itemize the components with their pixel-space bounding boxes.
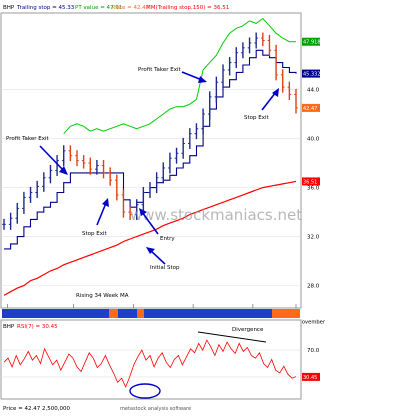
rsi-value-tag-label: 30.45	[303, 375, 317, 381]
annotation-stop-exit-2: Stop Exit	[244, 115, 270, 121]
arrow-profit-taker-exit-2	[181, 71, 203, 81]
ma-series	[3, 180, 297, 296]
chart-header-pt-value: PT value = 47.91	[75, 5, 122, 11]
rsi-y-tick-label: 70.0	[307, 348, 320, 354]
arrowhead-initial-stop	[146, 247, 155, 254]
price-tag-label: 42.47	[303, 106, 317, 112]
phase-blue-2	[118, 309, 137, 318]
price-y-tick-label: 28.0	[307, 284, 320, 290]
rsi-panel	[0, 319, 302, 400]
phase-orange-3	[272, 309, 300, 318]
chart-header-mm-stop: MM(Trailing stop,150) = 36.51	[146, 5, 229, 11]
chart-header-price: Price = 42.47	[112, 5, 150, 11]
footer-credit: metastock analysis software	[120, 406, 191, 412]
price-grid	[1, 89, 301, 286]
phase-strip	[2, 309, 300, 318]
arrow-stop-exit-2	[261, 91, 277, 111]
phase-orange-2	[137, 309, 144, 318]
annotation-profit-taker-exit-1: Profit Taker Exit	[6, 136, 50, 142]
rsi-line	[3, 339, 297, 388]
phase-orange-1	[109, 309, 118, 318]
phase-blue-3	[144, 309, 272, 318]
annotation-stop-exit-1: Stop Exit	[82, 231, 108, 237]
price-tags: 47.9188 45.3328 42.47 36.51	[302, 37, 324, 186]
price-tag-label: 47.9188	[303, 40, 324, 46]
rsi-value-tag	[302, 372, 320, 381]
price-tag-label: 36.51	[303, 179, 317, 185]
phase-blue-1	[2, 309, 109, 318]
profit-target-line	[63, 17, 296, 135]
arrowhead-profit-taker-exit-1	[59, 166, 68, 175]
annotation-divergence: Divergence	[232, 327, 264, 333]
rsi-series	[3, 339, 297, 388]
price-y-tick-label: 40.0	[307, 137, 320, 143]
price-y-axis: 28.0 32.0 36.0 40.0 44.0	[307, 88, 320, 290]
price-panel	[0, 12, 302, 309]
price-y-tick-label: 32.0	[307, 235, 320, 241]
rsi-y-axis: 70.0 30.45	[302, 348, 320, 381]
arrowhead-stop-exit-1	[102, 198, 109, 207]
annotation-arrows	[39, 71, 279, 265]
annotation-rising-ma: Rising 34 Week MA	[76, 293, 129, 299]
arrowhead-profit-taker-exit-2	[198, 76, 207, 83]
annotations: Profit Taker Exit Profit Taker Exit Stop…	[6, 67, 270, 299]
divergence-line	[197, 331, 267, 343]
arrowhead-entry	[139, 208, 147, 216]
profit-target-series	[63, 17, 296, 135]
price-y-tick-label: 44.0	[307, 88, 320, 94]
rsi-header-ticker: BHP	[3, 324, 15, 330]
arrow-profit-taker-exit-1	[39, 145, 65, 172]
watermark: www.stockmaniacs.net	[130, 206, 302, 224]
annotation-entry: Entry	[160, 236, 175, 242]
arrow-entry	[141, 211, 159, 235]
price-tag	[302, 37, 320, 46]
rsi-grid	[1, 349, 301, 378]
chart-header-trailing-stop: Trailing stop = 45.33	[16, 5, 75, 11]
arrowhead-stop-exit-2	[272, 88, 279, 97]
chart-header-ticker: BHP	[3, 5, 15, 11]
annotation-profit-taker-exit-2: Profit Taker Exit	[138, 67, 182, 73]
arrow-stop-exit-1	[96, 202, 107, 226]
rsi-header-label: RSI(7) = 30.45	[17, 324, 58, 330]
price-tag	[302, 177, 320, 186]
price-tag-label: 45.3328	[303, 72, 324, 78]
arrow-initial-stop	[149, 249, 166, 265]
price-y-tick-label: 36.0	[307, 186, 320, 192]
annotation-initial-stop: Initial Stop	[150, 265, 180, 271]
price-x-tick-label: November	[298, 320, 326, 326]
moving-average-line	[3, 180, 297, 296]
price-tag	[302, 69, 320, 78]
rsi-oversold-circle	[129, 383, 161, 399]
price-bars	[2, 32, 298, 230]
price-tag	[302, 103, 320, 112]
footer-values: Price = 42.47 2,500,000	[3, 406, 71, 412]
